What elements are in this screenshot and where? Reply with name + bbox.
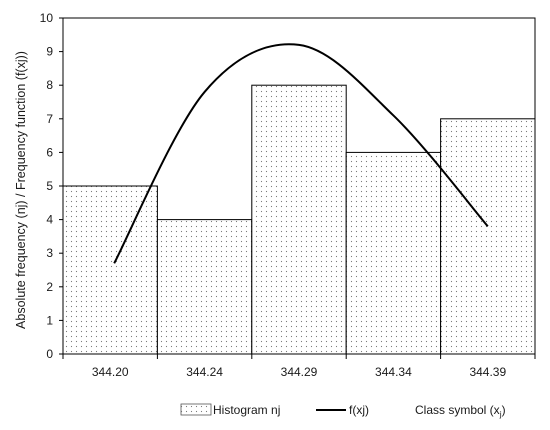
y-tick-label: 4 [46, 213, 53, 227]
y-tick-label: 2 [46, 280, 53, 294]
y-axis-ticks: 0 1 2 3 4 5 6 7 8 9 10 [40, 11, 63, 361]
legend: Histogram nj f(xj) Class symbol (xj) [180, 403, 506, 419]
x-tick-label: 344.34 [375, 365, 412, 379]
y-tick-label: 0 [46, 347, 53, 361]
histogram-bars [62, 84, 536, 355]
histogram-bar [251, 84, 347, 355]
legend-label-curve: f(xj) [349, 403, 369, 417]
y-tick-label: 9 [46, 45, 53, 59]
x-tick-label: 344.39 [469, 365, 506, 379]
y-tick-label: 6 [46, 145, 53, 159]
x-axis-ticks: 344.20 344.24 344.29 344.34 344.39 [62, 354, 536, 379]
legend-label-histogram: Histogram nj [213, 403, 280, 417]
histogram-bar [156, 219, 253, 355]
histogram-bar [345, 151, 442, 355]
y-tick-label: 7 [46, 112, 53, 126]
x-tick-label: 344.24 [186, 365, 223, 379]
frequency-curve [113, 43, 489, 264]
x-tick-label: 344.20 [92, 365, 129, 379]
plot-frame [62, 17, 536, 355]
histogram-bar [440, 118, 536, 355]
frequency-curve-line [113, 43, 489, 264]
y-tick-label: 5 [46, 179, 53, 193]
legend-swatch-histogram [180, 403, 212, 416]
x-axis-title: Class symbol (xj) [415, 403, 506, 419]
y-tick-label: 10 [40, 11, 54, 25]
y-tick-label: 1 [46, 313, 53, 327]
y-axis-title: Absolute frequency (nj) / Frequency func… [14, 51, 28, 329]
histogram-bar [62, 185, 158, 355]
y-tick-label: 3 [46, 246, 53, 260]
x-tick-label: 344.29 [281, 365, 318, 379]
y-tick-label: 8 [46, 78, 53, 92]
